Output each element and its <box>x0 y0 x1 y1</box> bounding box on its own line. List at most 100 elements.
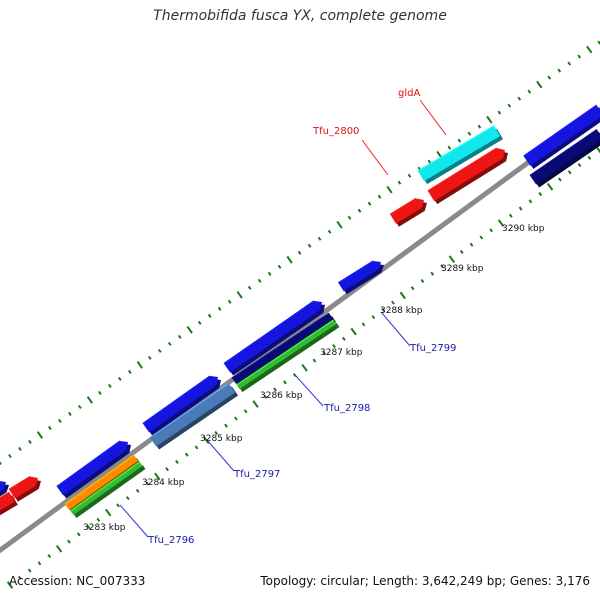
feature-green[interactable] <box>70 461 146 519</box>
feature-blue[interactable] <box>142 375 221 436</box>
feature-cyan-highlight <box>417 125 495 172</box>
gene-label-tfu-2799[interactable]: Tfu_2799 <box>409 343 456 354</box>
feature-blue[interactable] <box>56 440 132 499</box>
tick-mark <box>467 131 472 136</box>
feature-green-shadow <box>73 464 146 519</box>
tick-mark <box>420 278 425 283</box>
tick-mark <box>546 182 554 191</box>
tick-mark <box>203 436 210 445</box>
feature-blue[interactable] <box>0 481 9 499</box>
feature-red[interactable] <box>0 491 18 517</box>
feature-red-highlight <box>8 475 31 490</box>
tick-mark <box>479 235 484 240</box>
feature-blue[interactable] <box>223 300 325 376</box>
feature-red[interactable] <box>8 475 41 502</box>
tick-mark <box>214 430 219 436</box>
map-title: Thermobifida fusca YX, complete genome <box>153 8 447 24</box>
tick-mark <box>233 416 238 421</box>
tick-mark <box>347 215 352 220</box>
scale-label: 3286 kbp <box>260 391 303 401</box>
feature-navy[interactable] <box>529 128 600 188</box>
tick-mark <box>0 461 2 466</box>
outer-tick-dots <box>0 40 600 466</box>
gene-label-tfu-2797[interactable]: Tfu_2797 <box>233 469 280 480</box>
tick-mark <box>459 249 464 255</box>
feature-red[interactable] <box>427 147 508 205</box>
feature-red-face <box>9 476 38 499</box>
tick-mark <box>567 61 572 66</box>
tick-mark <box>507 103 512 108</box>
tick-mark <box>350 327 357 336</box>
label-leader-line <box>380 311 411 347</box>
feature-red[interactable] <box>389 197 427 227</box>
tick-mark <box>247 285 252 290</box>
tick-mark <box>448 255 456 264</box>
tick-mark <box>595 146 600 154</box>
feature-navy-highlight <box>529 128 598 176</box>
tick-mark <box>48 425 52 431</box>
label-leader-line <box>361 139 389 176</box>
tick-mark <box>154 472 161 481</box>
feature-blue-highlight <box>338 260 374 284</box>
tick-mark <box>407 173 412 178</box>
tick-mark <box>297 250 302 255</box>
tick-mark <box>518 206 523 211</box>
tick-mark <box>377 194 382 199</box>
feature-blue-face <box>56 441 129 496</box>
tick-mark <box>386 185 393 194</box>
gene-label-tfu-2800[interactable]: Tfu_2800 <box>312 126 359 137</box>
tick-mark <box>332 344 336 349</box>
gene-label-tfu-2796[interactable]: Tfu_2796 <box>147 535 194 546</box>
gene-label-glda[interactable]: gldA <box>398 88 420 99</box>
tick-mark <box>536 80 543 89</box>
feature-steelblue-highlight <box>149 382 230 438</box>
tick-mark <box>207 313 212 318</box>
tick-mark <box>586 45 593 54</box>
tick-mark <box>497 110 502 115</box>
scale-label: 3289 kbp <box>441 264 484 274</box>
tick-mark <box>252 400 259 408</box>
tick-mark <box>107 383 112 388</box>
feature-red-highlight <box>427 147 498 192</box>
feature-blue[interactable] <box>523 104 600 169</box>
tick-mark <box>286 255 293 264</box>
tick-mark <box>381 307 386 312</box>
tick-mark <box>307 243 312 248</box>
tick-mark <box>135 488 140 493</box>
tick-mark <box>283 380 287 385</box>
gene-label-tfu-2798[interactable]: Tfu_2798 <box>323 403 370 414</box>
tick-mark <box>125 496 130 501</box>
tick-mark <box>477 124 482 129</box>
feature-cyan[interactable] <box>417 125 504 185</box>
tick-mark <box>557 68 562 73</box>
scale-label: 3288 kbp <box>380 306 423 316</box>
feature-blue-highlight <box>223 300 315 364</box>
tick-mark <box>17 575 22 580</box>
feature-steelblue[interactable] <box>149 382 239 450</box>
feature-blue-highlight <box>523 104 597 157</box>
inner-tick-dots <box>6 146 600 589</box>
feature-red-face <box>390 198 424 224</box>
tick-mark <box>68 411 72 416</box>
tick-mark <box>317 236 322 241</box>
tick-mark <box>457 138 462 143</box>
tick-mark <box>361 322 366 327</box>
tick-mark <box>55 544 63 553</box>
label-leader-line <box>119 504 149 538</box>
feature-orange-face <box>64 455 139 510</box>
tick-mark <box>217 306 222 311</box>
tick-mark <box>399 291 406 300</box>
tick-mark <box>127 369 132 374</box>
tick-mark <box>430 271 435 276</box>
tick-mark <box>184 452 189 457</box>
tick-mark <box>327 229 332 234</box>
tick-mark <box>263 394 268 399</box>
label-leader-line <box>206 439 235 472</box>
tick-mark <box>76 532 81 537</box>
feature-green-highlight <box>70 461 140 512</box>
feature-blue-face <box>223 300 322 373</box>
tick-mark <box>117 376 122 381</box>
feature-green[interactable] <box>236 319 340 393</box>
feature-blue[interactable] <box>338 260 384 295</box>
tick-mark <box>357 208 362 213</box>
